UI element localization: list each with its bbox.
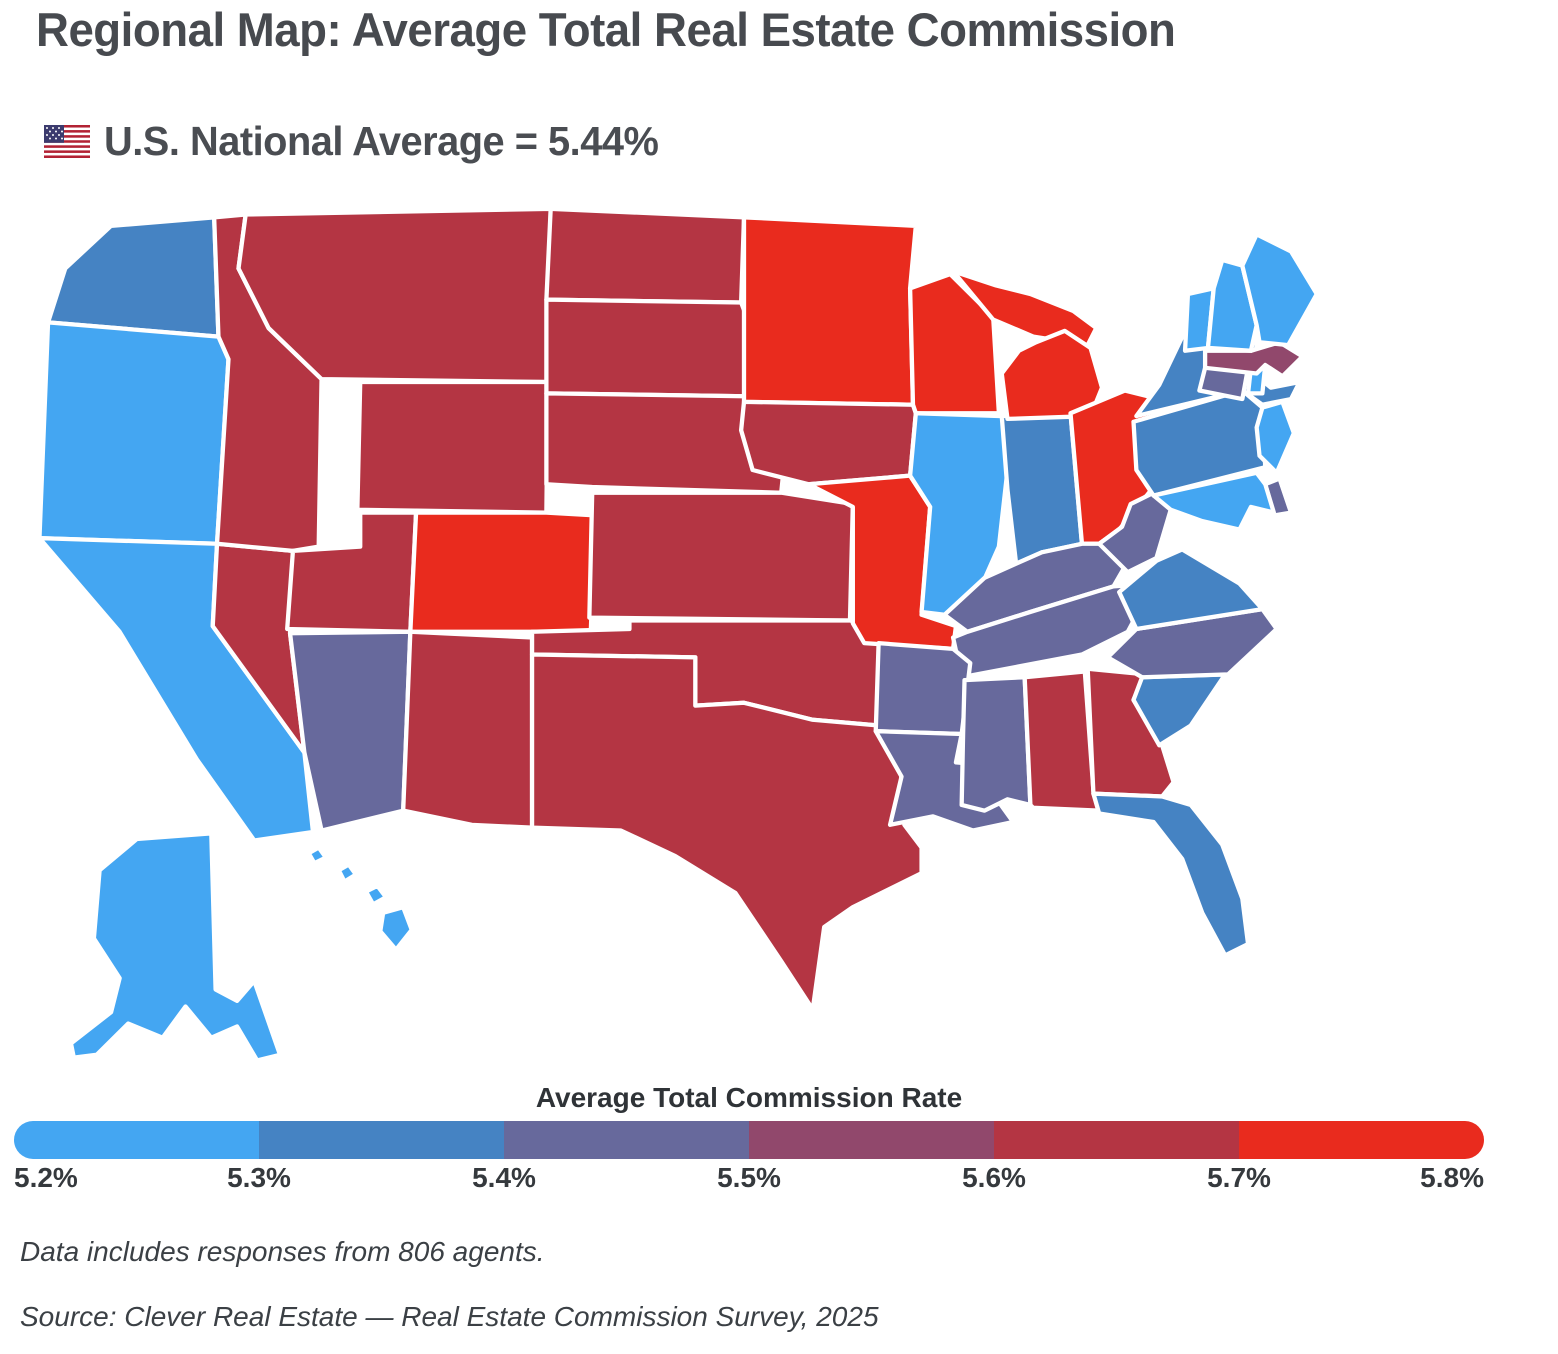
us-flag-icon — [44, 125, 90, 158]
legend-tick: 5.2% — [14, 1162, 78, 1193]
state-az[interactable] — [287, 629, 413, 833]
state-md[interactable] — [1151, 470, 1276, 532]
legend-tick: 5.6% — [962, 1162, 1026, 1193]
state-hi[interactable] — [378, 905, 414, 952]
state-me[interactable] — [1240, 232, 1319, 348]
data-note: Data includes responses from 806 agents. — [20, 1236, 545, 1267]
state-co[interactable] — [408, 510, 598, 634]
national-average-text: U.S. National Average = 5.44% — [104, 118, 659, 164]
legend-tick-labels: 5.2% 5.3% 5.4% 5.5% 5.6% 5.7% 5.8% — [14, 1162, 1484, 1196]
legend-tick: 5.7% — [1207, 1162, 1271, 1193]
state-wa[interactable] — [45, 215, 221, 339]
state-in[interactable] — [999, 411, 1085, 566]
legend-tick: 5.5% — [717, 1162, 781, 1193]
state-ia[interactable] — [738, 399, 918, 487]
us-choropleth-map — [28, 206, 1460, 1086]
state-ks[interactable] — [587, 490, 855, 623]
legend-tick: 5.4% — [472, 1162, 536, 1193]
state-nd[interactable] — [544, 206, 747, 305]
state-mi[interactable] — [950, 269, 1099, 348]
page-title: Regional Map: Average Total Real Estate … — [36, 3, 1176, 56]
legend-title: Average Total Commission Rate — [535, 1082, 963, 1113]
legend-tick: 5.8% — [1420, 1162, 1484, 1193]
legend-segment — [14, 1121, 259, 1159]
state-nm[interactable] — [401, 629, 535, 830]
state-fl[interactable] — [1091, 791, 1251, 958]
state-ar[interactable] — [873, 641, 973, 737]
legend-segment — [259, 1121, 504, 1159]
legend-segment — [504, 1121, 749, 1159]
state-or[interactable] — [37, 320, 231, 546]
source-note: Source: Clever Real Estate — Real Estate… — [20, 1301, 879, 1332]
state-hi[interactable] — [363, 883, 389, 907]
state-ms[interactable] — [959, 675, 1033, 813]
legend-tick: 5.3% — [227, 1162, 291, 1193]
state-nj[interactable] — [1254, 399, 1297, 475]
legend-segment — [994, 1121, 1239, 1159]
state-hi[interactable] — [336, 862, 359, 884]
state-ak[interactable] — [68, 831, 283, 1063]
state-wy[interactable] — [355, 379, 550, 515]
state-hi[interactable] — [306, 845, 329, 866]
state-sd[interactable] — [544, 297, 752, 399]
legend-segment — [1239, 1121, 1484, 1159]
state-tx[interactable] — [529, 652, 924, 1012]
state-mn[interactable] — [741, 215, 918, 407]
legend-color-bar — [14, 1121, 1484, 1159]
national-average-line: U.S. National Average = 5.44% — [44, 118, 676, 165]
state-wi[interactable] — [907, 272, 1002, 416]
state-va[interactable] — [1117, 547, 1265, 632]
legend-segment — [749, 1121, 994, 1159]
